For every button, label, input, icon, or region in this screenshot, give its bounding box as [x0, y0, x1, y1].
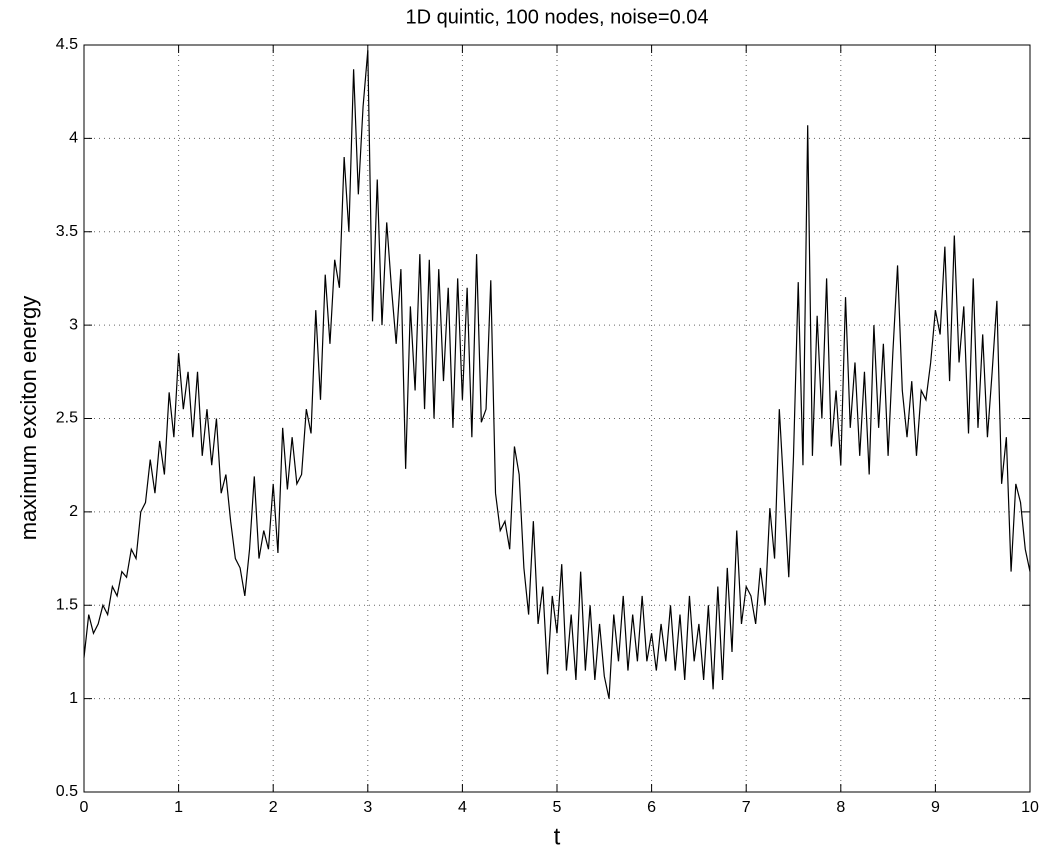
x-tick-label: 10 [1021, 799, 1039, 816]
y-tick-label: 1 [69, 690, 78, 707]
x-tick-label: 5 [553, 799, 562, 816]
x-tick-label: 8 [836, 799, 845, 816]
x-tick-label: 4 [458, 799, 467, 816]
y-tick-label: 2.5 [56, 410, 78, 427]
data-line [83, 50, 1031, 699]
y-tick-label: 3.5 [56, 223, 78, 240]
y-tick-label: 3 [69, 316, 78, 333]
x-axis-label: t [554, 823, 561, 850]
y-tick-label: 0.5 [56, 783, 78, 800]
y-axis-label: maximum exciton energy [16, 296, 41, 541]
x-tick-label: 0 [80, 799, 89, 816]
x-tick-label: 3 [363, 799, 372, 816]
chart-title: 1D quintic, 100 nodes, noise=0.04 [406, 6, 709, 28]
y-tick-label: 4.5 [56, 36, 78, 53]
x-tick-label: 9 [931, 799, 940, 816]
y-tick-label: 1.5 [56, 596, 78, 613]
y-tick-label: 4 [69, 130, 78, 147]
y-tick-label: 2 [69, 503, 78, 520]
x-tick-label: 6 [647, 799, 656, 816]
x-tick-label: 2 [269, 799, 278, 816]
x-tick-label: 1 [174, 799, 183, 816]
x-tick-label: 7 [742, 799, 751, 816]
plot-frame [83, 44, 1031, 793]
